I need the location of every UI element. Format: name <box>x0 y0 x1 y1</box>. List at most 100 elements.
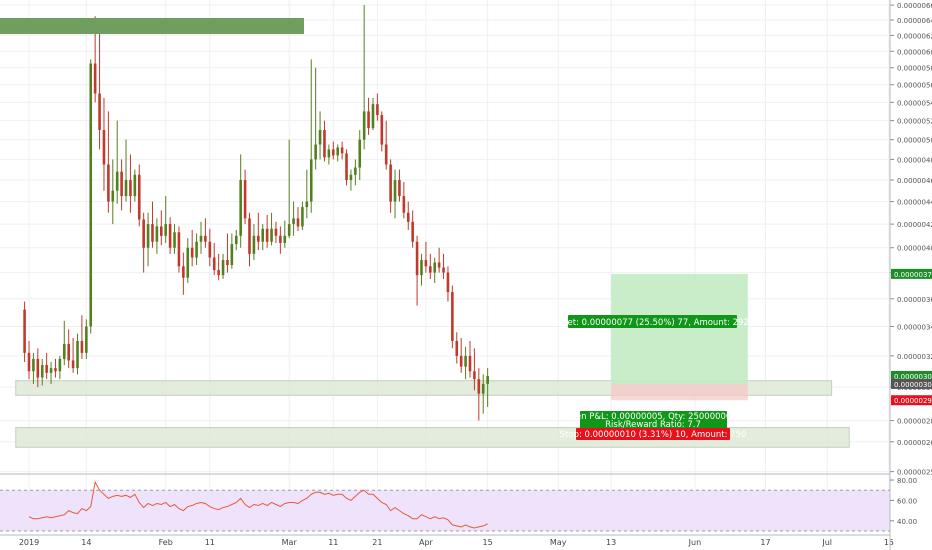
candle-body <box>67 343 70 361</box>
rsi-tick-label: 80.00 <box>897 477 917 485</box>
candle-body <box>305 201 309 208</box>
candle-body <box>195 241 198 258</box>
candle-body <box>137 174 141 220</box>
candle-body <box>309 159 313 202</box>
y-tick-label: 0.00000440 <box>897 199 932 207</box>
y-tick-label: 0.00000252 <box>897 469 932 477</box>
rsi-band <box>0 490 890 531</box>
candle-body <box>212 257 216 271</box>
candle-body <box>477 379 481 394</box>
candle-body <box>261 228 265 242</box>
risk-reward-label: Risk/Reward Ratio: 7.7 <box>605 420 701 430</box>
stop-label: Stop: 0.00000010 (3.31%) 10, Amount: 750 <box>560 430 747 440</box>
candle-body <box>32 358 35 372</box>
rsi-tick-label: 40.00 <box>897 518 917 526</box>
y-tick-label: 0.00000560 <box>897 82 932 90</box>
x-tick-label: Feb <box>159 538 173 547</box>
candle-body <box>98 93 101 131</box>
candle-body <box>331 149 335 156</box>
y-tick-label: 0.00000360 <box>897 296 932 304</box>
candle-body <box>115 171 119 191</box>
y-tick-label: 0.00000620 <box>897 32 932 40</box>
position-labels: Target: 0.00000077 (25.50%) 77, Amount: … <box>549 315 754 440</box>
price-label: 0.00000292 <box>894 397 932 405</box>
candle-body <box>336 147 339 156</box>
candle-body <box>129 180 132 197</box>
x-tick-label: 11 <box>328 538 338 547</box>
candle-body <box>107 164 110 202</box>
candle-body <box>111 190 115 202</box>
candle-body <box>177 232 181 267</box>
candle-body <box>168 224 172 248</box>
candle-body <box>102 130 106 165</box>
candle-body <box>226 260 229 266</box>
header-bar <box>0 18 304 34</box>
position-tool[interactable] <box>611 273 748 401</box>
y-tick-label: 0.00000400 <box>897 245 932 253</box>
x-tick-label: Jul <box>821 538 832 547</box>
candle-body <box>292 218 295 225</box>
candle-body <box>80 340 84 353</box>
target-area <box>611 273 748 384</box>
candle-body <box>437 262 441 268</box>
candle-body <box>62 343 66 359</box>
candle-body <box>380 115 384 145</box>
target-label-bg <box>568 315 737 328</box>
candle-body <box>481 383 485 394</box>
candle-body <box>420 260 423 276</box>
candle-body <box>221 260 225 276</box>
candle-body <box>182 266 185 278</box>
candle-body <box>40 365 44 378</box>
candle-body <box>257 235 260 242</box>
candle-body <box>186 247 190 278</box>
candle-body <box>486 375 489 384</box>
y-tick-label: 0.00000480 <box>897 156 932 164</box>
candle-body <box>76 340 79 369</box>
candle-body <box>318 130 322 145</box>
candle-body <box>464 355 467 367</box>
candle-body <box>234 235 238 245</box>
y-tick-label: 0.00000420 <box>897 221 932 229</box>
candle-body <box>406 212 410 222</box>
candle-body <box>424 260 428 267</box>
candle-body <box>327 149 331 158</box>
candle-body <box>217 270 220 276</box>
price-label: 0.00000379 <box>894 271 932 279</box>
y-tick-label: 0.00000580 <box>897 65 932 73</box>
candle-body <box>429 266 432 273</box>
candle-body <box>124 180 128 197</box>
candle-body <box>252 235 256 254</box>
y-tick-label: 0.00000268 <box>897 439 932 447</box>
candle-body <box>89 63 93 327</box>
candle-body <box>173 232 176 248</box>
candle-body <box>402 196 406 213</box>
candle-body <box>274 228 278 236</box>
candle-body <box>287 224 291 236</box>
candle-body <box>133 174 137 197</box>
candle-body <box>239 180 242 236</box>
candle-body <box>323 130 326 158</box>
candle-body <box>455 340 459 356</box>
candle-body <box>151 224 154 242</box>
price-label-bg <box>891 268 932 279</box>
candle-body <box>58 358 62 372</box>
y-tick-label: 0.00000340 <box>897 323 932 331</box>
x-tick-label: 15 <box>483 538 493 547</box>
candle-body <box>204 235 207 242</box>
candle-body <box>208 241 212 258</box>
candle-body <box>371 104 375 129</box>
candle-body <box>459 355 463 367</box>
candle-body <box>45 365 48 373</box>
x-tick-label: 13 <box>606 538 616 547</box>
candle-body <box>367 111 370 129</box>
y-tick-label: 0.00000280 <box>897 418 932 426</box>
candle-body <box>164 224 168 236</box>
candle-body <box>243 180 247 219</box>
candle-body <box>411 221 414 242</box>
pnl-label: Open P&L: 0.00000005, Qty: 2500000000 <box>564 412 742 422</box>
candle-body <box>142 219 145 248</box>
rsi-tick-label: 60.00 <box>897 497 917 505</box>
